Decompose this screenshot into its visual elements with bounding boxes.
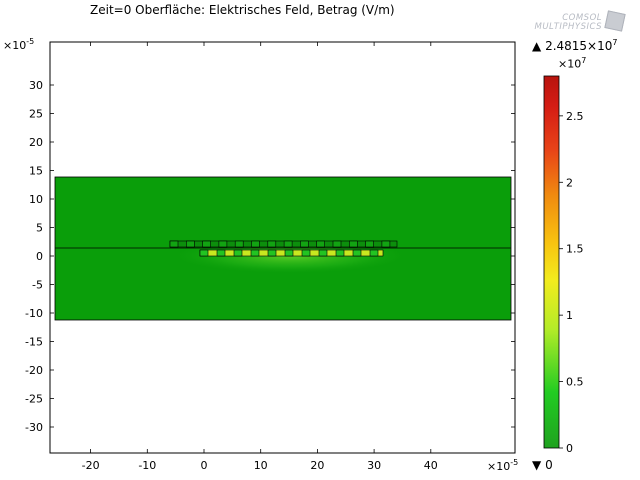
y-tick-label: -15 — [25, 336, 43, 349]
colorbar-scale-base: ×10 — [558, 57, 582, 71]
lower-electrode-finger — [199, 249, 209, 257]
upper-electrode-finger — [267, 240, 277, 248]
upper-electrode-finger — [202, 240, 211, 248]
upper-electrode-finger — [186, 240, 195, 248]
upper-electrode-finger — [348, 240, 358, 248]
logo-text: COMSOL MULTIPHYSICS — [534, 14, 602, 31]
colorbar-tick-label: 2.5 — [566, 110, 584, 123]
min-triangle-icon: ▼ — [532, 458, 542, 472]
lower-electrode-finger — [233, 249, 243, 257]
colorbar-max-power: 7 — [612, 38, 618, 47]
x-axis-exponent: ×10-5 — [487, 458, 518, 473]
comsol-logo: COMSOL MULTIPHYSICS — [508, 10, 626, 32]
x-tick-label: 40 — [424, 459, 438, 472]
plot-title: Zeit=0 Oberfläche: Elektrisches Feld, Be… — [90, 3, 395, 17]
logo-line-1: COMSOL — [562, 13, 602, 23]
lower-electrode-finger — [335, 249, 345, 257]
colorbar-min-label: ▼ 0 — [532, 458, 553, 472]
max-triangle-icon: ▲ — [532, 39, 542, 53]
colorbar-tick-label: 1.5 — [566, 243, 584, 256]
colorbar[interactable] — [543, 75, 560, 449]
y-tick-label: 25 — [29, 108, 43, 121]
y-axis-exponent: ×10-5 — [3, 37, 34, 52]
y-tick-label: -20 — [25, 364, 43, 377]
colorbar-min-value: 0 — [545, 458, 553, 472]
colorbar-ticks: 2.5 2 1.5 1 0.5 0 — [559, 110, 584, 455]
y-tick-label: -10 — [25, 307, 43, 320]
y-tick-label: 30 — [29, 79, 43, 92]
upper-electrode-finger — [169, 240, 179, 248]
upper-electrode-finger — [234, 240, 244, 248]
colorbar-scale-power: 7 — [581, 56, 587, 65]
y-tick-label: 5 — [36, 222, 43, 235]
x-tick-label: 0 — [201, 459, 208, 472]
lower-electrode-finger — [318, 249, 328, 257]
upper-electrode-finger — [316, 240, 326, 248]
lower-electrode-finger — [250, 249, 260, 257]
colorbar-tick-label: 0 — [566, 442, 573, 455]
x-tick-label: -10 — [138, 459, 156, 472]
upper-electrode-finger — [283, 240, 293, 248]
colorbar-max-label: ▲ 2.4815×107 — [532, 38, 617, 53]
lower-electrode-row[interactable] — [199, 249, 384, 257]
lower-electrode-finger — [216, 249, 226, 257]
upper-electrode-finger — [218, 240, 228, 248]
x-tick-label: 20 — [310, 459, 324, 472]
lower-electrode-finger — [301, 249, 311, 257]
y-tick-label: 0 — [36, 250, 43, 263]
upper-electrode-finger — [332, 240, 342, 248]
upper-electrode-row[interactable] — [169, 240, 398, 248]
colorbar-scale: ×107 — [558, 56, 586, 71]
lower-electrode-finger — [267, 249, 277, 257]
lower-electrode-finger — [352, 249, 362, 257]
y-tick-label: 10 — [29, 193, 43, 206]
y-tick-label: 15 — [29, 165, 43, 178]
x-tick-label: 10 — [254, 459, 268, 472]
lower-electrode-finger — [284, 249, 294, 257]
colorbar-tick-label: 1 — [566, 309, 573, 322]
colorbar-tick-label: 2 — [566, 176, 573, 189]
x-tick-label: -20 — [82, 459, 100, 472]
colorbar-max-value: 2.4815×10 — [545, 39, 613, 53]
y-tick-label: -5 — [32, 279, 43, 292]
y-axis-ticks: 30 25 20 15 10 5 0 -5 -10 -15 -20 -25 -30 — [25, 79, 515, 434]
logo-line-2: MULTIPHYSICS — [534, 21, 602, 32]
y-tick-label: 20 — [29, 136, 43, 149]
y-tick-label: -30 — [25, 421, 43, 434]
upper-electrode-finger — [251, 240, 260, 248]
colorbar-tick-label: 0.5 — [566, 376, 584, 389]
upper-electrode-finger — [365, 240, 374, 248]
upper-electrode-finger — [381, 240, 391, 248]
y-tick-label: -25 — [25, 393, 43, 406]
upper-electrode-finger — [300, 240, 309, 248]
x-tick-label: 30 — [367, 459, 381, 472]
lower-electrode-finger — [369, 249, 379, 257]
x-axis-ticks: -20 -10 0 10 20 30 40 — [82, 42, 438, 472]
